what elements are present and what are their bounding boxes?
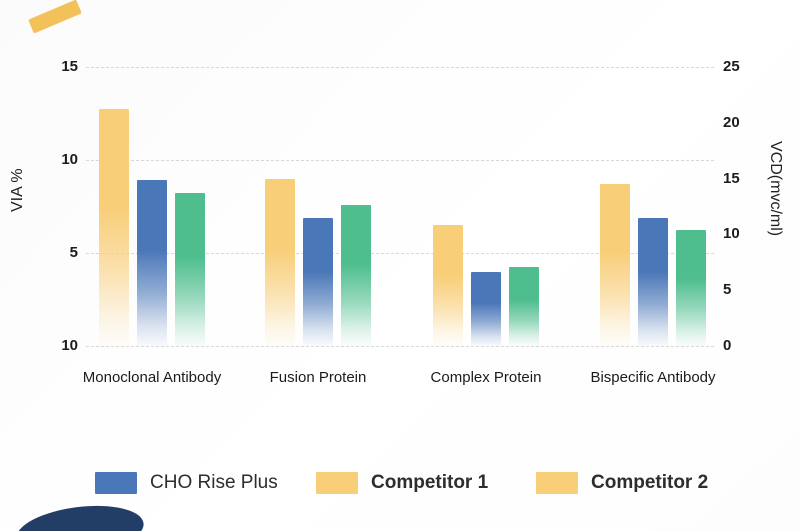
category-label: Complex Protein — [430, 369, 542, 386]
y-axis-tick-left: 10 — [61, 151, 78, 168]
legend-label: CHO Rise Plus — [150, 472, 278, 493]
bar-cho-rise-plus — [303, 217, 333, 346]
gridline — [86, 67, 714, 68]
right-axis-title: VCD(mvc/ml) — [767, 141, 784, 237]
gridline — [86, 346, 714, 347]
y-axis-tick-left: 10 — [61, 337, 78, 354]
y-axis-tick-right: 20 — [723, 113, 740, 131]
y-axis-tick-left: 15 — [61, 58, 78, 75]
bar-group — [433, 67, 539, 346]
legend-item: Competitor 2 — [536, 471, 708, 495]
legend-label: Competitor 2 — [591, 472, 709, 493]
legend-item: CHO Rise Plus — [95, 471, 278, 495]
bar-cho-rise-plus — [638, 217, 668, 346]
legend-swatch — [316, 472, 358, 494]
gridline — [86, 160, 714, 161]
category-label: Monoclonal Antibody — [82, 369, 222, 386]
ribbon-decoration — [28, 0, 82, 34]
gridline — [86, 253, 714, 254]
category-label: Fusion Protein — [269, 369, 367, 386]
legend-label: Competitor 1 — [371, 472, 489, 493]
y-axis-tick-right: 0 — [723, 337, 732, 354]
category-label: Bispecific Antibody — [590, 369, 716, 386]
legend-swatch — [95, 472, 137, 494]
left-axis-title: VIA % — [9, 168, 26, 212]
bar-group — [99, 67, 205, 346]
y-axis-tick-left: 5 — [69, 244, 78, 261]
bar-competitor-1 — [99, 109, 129, 346]
bar-group — [265, 67, 371, 346]
bar-competitor-1 — [433, 225, 463, 346]
bar-cho-rise-plus — [471, 272, 501, 346]
bar-competitor-1 — [265, 178, 295, 346]
bar-competitor-2 — [676, 229, 706, 346]
y-axis-tick-right: 25 — [723, 58, 740, 75]
legend-item: Competitor 1 — [316, 471, 488, 495]
bar-cho-rise-plus — [137, 179, 167, 346]
bar-competitor-2 — [509, 266, 539, 346]
bar-competitor-2 — [341, 205, 371, 346]
y-axis-tick-right: 10 — [723, 225, 740, 243]
bar-competitor-2 — [175, 193, 205, 346]
legend-swatch — [536, 472, 578, 494]
y-axis-tick-right: 5 — [723, 281, 732, 299]
bar-competitor-1 — [600, 184, 630, 346]
bar-group — [600, 67, 706, 346]
wave-decoration — [13, 499, 147, 531]
y-axis-tick-right: 15 — [723, 169, 740, 187]
